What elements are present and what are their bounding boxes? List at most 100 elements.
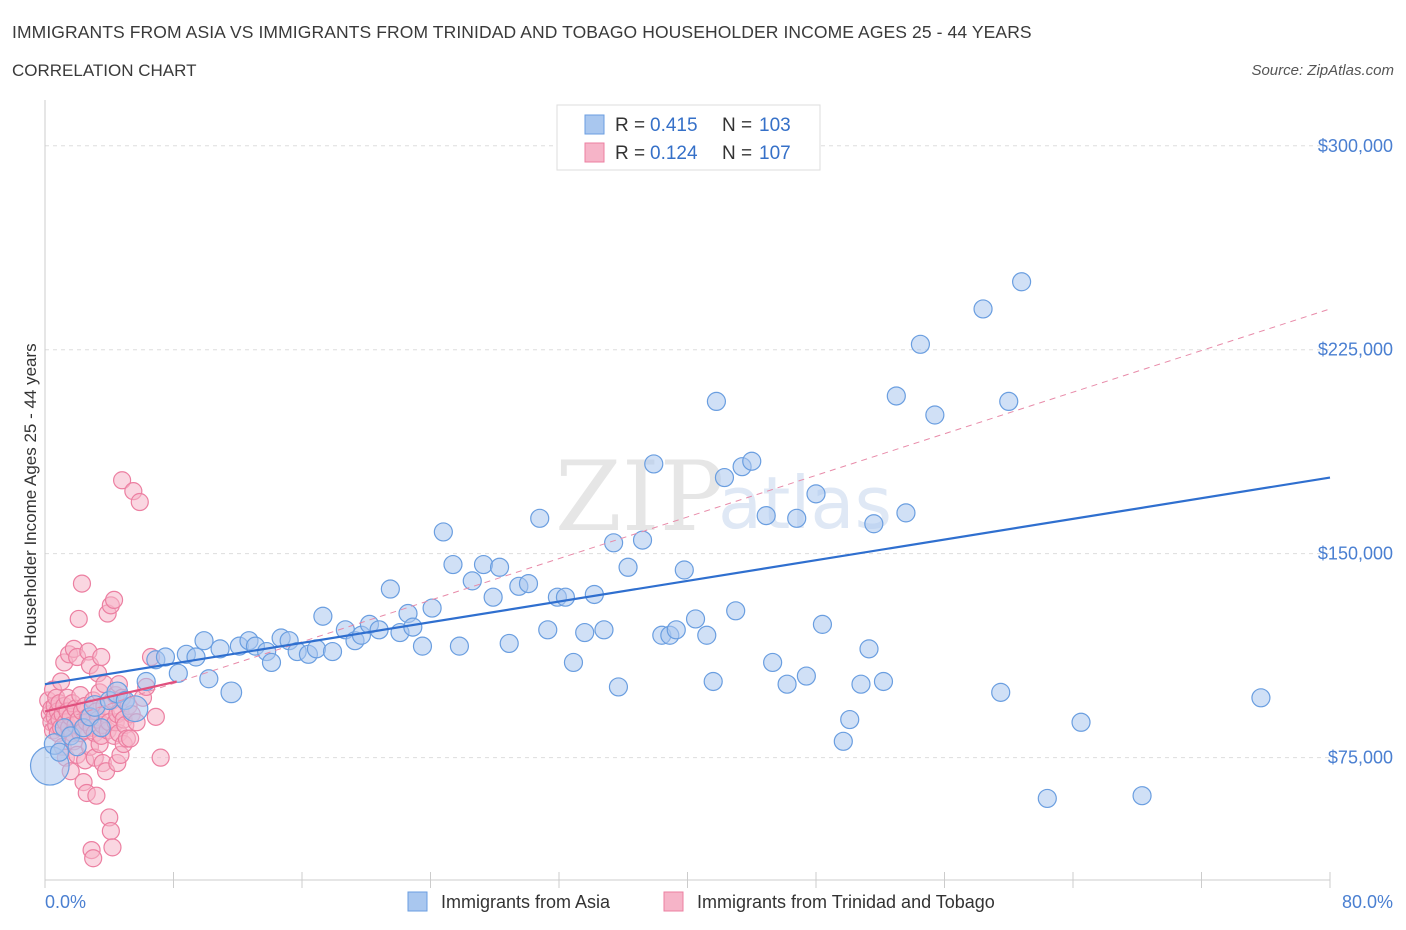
data-point-asia — [706, 391, 727, 412]
data-point-asia — [462, 571, 482, 591]
bottom-legend-label-asia: Immigrants from Asia — [441, 892, 611, 912]
data-point-asia — [538, 620, 558, 640]
data-point-asia — [910, 334, 931, 354]
data-point-asia — [594, 620, 614, 640]
data-point-asia — [380, 579, 400, 599]
data-point-asia — [886, 386, 906, 406]
data-point-asia — [210, 639, 230, 659]
data-point-asia — [443, 554, 463, 575]
data-point-trinidad-tobago — [92, 647, 111, 667]
data-point-asia — [313, 606, 333, 626]
data-point-asia — [489, 557, 510, 577]
legend-r-label: R = — [615, 115, 645, 136]
data-point-asia — [186, 647, 206, 667]
data-point-asia — [726, 601, 746, 621]
watermark: ZIP atlas — [555, 441, 892, 553]
y-axis-title: Householder Income Ages 25 - 44 years — [21, 343, 40, 646]
data-point-trinidad-tobago — [87, 786, 106, 805]
data-point-asia — [859, 639, 879, 659]
data-point-asia — [991, 682, 1011, 702]
data-point-asia — [666, 620, 686, 640]
data-point-asia — [864, 514, 884, 534]
data-point-asia — [1132, 786, 1152, 806]
legend-r-value: 0.124 — [650, 143, 698, 164]
data-point-asia — [473, 554, 494, 575]
data-point-asia — [787, 508, 807, 528]
data-point-asia — [575, 622, 595, 643]
data-point-trinidad-tobago — [69, 609, 88, 629]
data-point-asia — [806, 484, 826, 504]
data-point-trinidad-tobago — [103, 838, 122, 857]
data-point-trinidad-tobago — [130, 492, 149, 512]
x-tick-label: 80.0% — [1342, 892, 1393, 912]
data-point-trinidad-tobago — [72, 574, 92, 593]
legend-swatch-tt — [584, 142, 605, 163]
data-point-asia — [973, 299, 993, 319]
data-point-asia — [412, 636, 433, 656]
watermark-atlas: atlas — [718, 461, 892, 545]
data-point-asia — [499, 633, 519, 654]
data-point-asia — [555, 587, 576, 607]
data-point-asia — [220, 681, 243, 704]
data-point-asia — [763, 652, 783, 673]
data-point-asia — [261, 652, 282, 673]
y-tick-label: $225,000 — [1318, 340, 1393, 360]
data-point-asia — [873, 671, 894, 692]
correlation-legend: R = 0.415 N = 103 R = 0.124 N = 107 — [556, 104, 821, 171]
data-point-asia — [703, 671, 723, 692]
data-point-asia — [742, 451, 762, 471]
series-asia-points — [29, 272, 1271, 809]
y-tick-label: $150,000 — [1318, 544, 1393, 564]
series-trinidad-tobago-points — [39, 471, 170, 868]
data-point-asia — [49, 742, 70, 762]
data-point-asia — [796, 666, 816, 686]
data-point-asia — [155, 647, 176, 667]
bottom-legend-swatch-tt — [663, 891, 684, 912]
data-point-trinidad-tobago — [151, 748, 170, 767]
data-point-asia — [896, 503, 916, 523]
data-point-asia — [840, 709, 860, 730]
legend-swatch-asia — [584, 114, 605, 135]
data-point-asia — [563, 652, 584, 673]
data-point-asia — [121, 695, 149, 723]
data-point-trinidad-tobago — [84, 849, 103, 868]
bottom-legend-label-tt: Immigrants from Trinidad and Tobago — [697, 892, 995, 912]
data-point-asia — [604, 533, 624, 553]
data-point-trinidad-tobago — [112, 471, 132, 490]
y-tick-label: $300,000 — [1318, 136, 1393, 156]
data-point-asia — [925, 405, 945, 425]
data-point-asia — [851, 674, 871, 694]
trend-lines — [44, 308, 1331, 726]
data-point-asia — [833, 731, 853, 751]
data-point-trinidad-tobago — [104, 590, 124, 610]
data-point-asia — [67, 737, 87, 757]
data-point-asia — [1037, 788, 1057, 809]
series-legend: Immigrants from Asia Immigrants from Trin… — [407, 891, 995, 912]
data-point-asia — [322, 641, 343, 662]
data-point-asia — [714, 467, 735, 488]
data-point-asia — [483, 587, 503, 607]
data-point-asia — [674, 560, 694, 580]
data-point-asia — [136, 671, 156, 692]
data-point-asia — [422, 598, 442, 618]
data-point-asia — [449, 636, 470, 656]
data-point-asia — [194, 631, 214, 651]
data-point-asia — [812, 614, 833, 634]
data-point-asia — [1251, 688, 1271, 708]
x-tick-label: 0.0% — [45, 892, 86, 912]
data-point-asia — [618, 557, 638, 577]
chart-title: IMMIGRANTS FROM ASIA VS IMMIGRANTS FROM … — [12, 22, 1032, 42]
data-point-asia — [756, 506, 776, 526]
data-point-asia — [697, 625, 717, 645]
chart-source: Source: ZipAtlas.com — [1251, 62, 1394, 79]
legend-n-label: N = — [722, 115, 752, 136]
legend-n-value: 103 — [759, 115, 791, 136]
data-point-asia — [530, 508, 550, 528]
data-point-asia — [1071, 712, 1091, 732]
trend-line-asia — [44, 476, 1331, 686]
bottom-legend-swatch-asia — [407, 891, 428, 912]
trend-line-dashed — [44, 308, 1331, 726]
data-point-trinidad-tobago — [121, 729, 140, 748]
legend-r-label: R = — [615, 143, 645, 164]
y-tick-labels: $75,000 $150,000 $225,000 $300,000 — [1318, 136, 1393, 768]
